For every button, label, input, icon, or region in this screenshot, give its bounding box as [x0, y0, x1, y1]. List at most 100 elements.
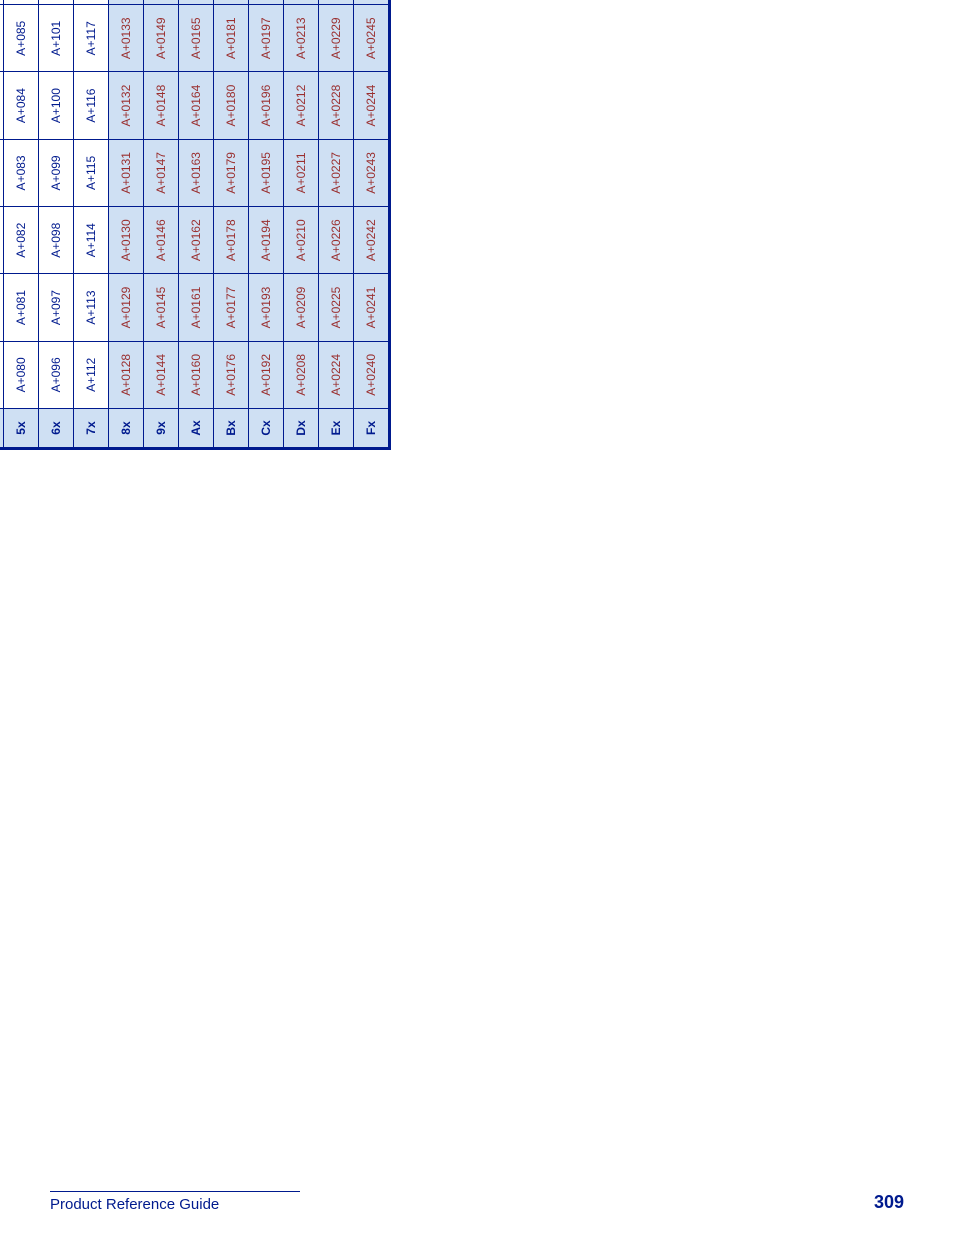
- row-header: Ax: [179, 409, 214, 449]
- cell: A+0240: [354, 341, 390, 408]
- row-header: Bx: [214, 409, 249, 449]
- cell: A+0244: [354, 72, 390, 139]
- cell: A+0226: [319, 207, 354, 274]
- cell: A+0192: [249, 341, 284, 408]
- cell: A+0165: [179, 5, 214, 72]
- cell: A+0177: [214, 274, 249, 341]
- cell: A+0229: [319, 5, 354, 72]
- data-row: 7xA+112A+113A+114A+115A+116A+117A+118A+1…: [74, 0, 109, 449]
- cell: A+0242: [354, 207, 390, 274]
- row-header: 7x: [74, 409, 109, 449]
- cell: A+0144: [144, 341, 179, 408]
- cell: A+098: [39, 207, 74, 274]
- cell: A+0212: [284, 72, 319, 139]
- cell: A+0194: [249, 207, 284, 274]
- row-header: 6x: [39, 409, 74, 449]
- cell: A+0178: [214, 207, 249, 274]
- cell: A+0132: [109, 72, 144, 139]
- cell: A+096: [39, 341, 74, 408]
- cell: A+0179: [214, 139, 249, 206]
- cell: A+0198: [249, 0, 284, 5]
- cell: A+113: [74, 274, 109, 341]
- footer-left: Product Reference Guide: [50, 1191, 300, 1213]
- cell: A+0230: [319, 0, 354, 5]
- data-row: 5xA+080A+081A+082A+083A+084A+085A+086A+0…: [4, 0, 39, 449]
- cell: A+0208: [284, 341, 319, 408]
- cell: A+0180: [214, 72, 249, 139]
- cell: A+0149: [144, 5, 179, 72]
- row-header: Ex: [319, 409, 354, 449]
- cell: A+099: [39, 139, 74, 206]
- row-header: 9x: [144, 409, 179, 449]
- footer-page-number: 309: [874, 1192, 904, 1213]
- cell: A+0210: [284, 207, 319, 274]
- cell: A+0228: [319, 72, 354, 139]
- cell: A+0245: [354, 5, 390, 72]
- cell: A+0243: [354, 139, 390, 206]
- cell: A+0214: [284, 0, 319, 5]
- cell: A+097: [39, 274, 74, 341]
- cell: A+101: [39, 5, 74, 72]
- cell: A+112: [74, 341, 109, 408]
- cell: A+0131: [109, 139, 144, 206]
- cell: A+0160: [179, 341, 214, 408]
- row-header: 8x: [109, 409, 144, 449]
- cell: A+0224: [319, 341, 354, 408]
- cell: A+081: [4, 274, 39, 341]
- cell: A+0148: [144, 72, 179, 139]
- data-row: BxA+0176A+0177A+0178A+0179A+0180A+0181A+…: [214, 0, 249, 449]
- cell: A+0163: [179, 139, 214, 206]
- data-row: CxA+0192A+0193A+0194A+0195A+0196A+0197A+…: [249, 0, 284, 449]
- cell: A+0213: [284, 5, 319, 72]
- cell: A+100: [39, 72, 74, 139]
- cell: A+0211: [284, 139, 319, 206]
- cell: A+118: [74, 0, 109, 5]
- data-row: 8xA+0128A+0129A+0130A+0131A+0132A+0133A+…: [109, 0, 144, 449]
- data-row: ExA+0224A+0225A+0226A+0227A+0228A+0229A+…: [319, 0, 354, 449]
- cell: A+0164: [179, 72, 214, 139]
- row-header: Dx: [284, 409, 319, 449]
- data-row: FxA+0240A+0241A+0242A+0243A+0244A+0245A+…: [354, 0, 390, 449]
- cell: A+0195: [249, 139, 284, 206]
- cell: A+0246: [354, 0, 390, 5]
- data-row: DxA+0208A+0209A+0210A+0211A+0212A+0213A+…: [284, 0, 319, 449]
- cell: A+080: [4, 341, 39, 408]
- data-row: AxA+0160A+0161A+0162A+0163A+0164A+0165A+…: [179, 0, 214, 449]
- cell: A+115: [74, 139, 109, 206]
- cell: A+0181: [214, 5, 249, 72]
- cell: A+0162: [179, 207, 214, 274]
- cell: A+0161: [179, 274, 214, 341]
- cell: A+0129: [109, 274, 144, 341]
- cell: A+082: [4, 207, 39, 274]
- cell: A+0133: [109, 5, 144, 72]
- cell: A+0182: [214, 0, 249, 5]
- cell: A+0241: [354, 274, 390, 341]
- data-row: 9xA+0144A+0145A+0146A+0147A+0148A+0149A+…: [144, 0, 179, 449]
- cell: A+116: [74, 72, 109, 139]
- cell: A+117: [74, 5, 109, 72]
- cell: A+114: [74, 207, 109, 274]
- cell: A+0128: [109, 341, 144, 408]
- row-header: Fx: [354, 409, 390, 449]
- cell: A+102: [39, 0, 74, 5]
- row-header: Cx: [249, 409, 284, 449]
- cell: A+0145: [144, 274, 179, 341]
- cell: A+085: [4, 5, 39, 72]
- cell: A+0146: [144, 207, 179, 274]
- cell: A+0227: [319, 139, 354, 206]
- cell: A+0150: [144, 0, 179, 5]
- cell: A+0134: [109, 0, 144, 5]
- cell: A+086: [4, 0, 39, 5]
- cell: A+083: [4, 139, 39, 206]
- cell: A+0196: [249, 72, 284, 139]
- scancode-table: x0x1x2x3x4x5X6x7x8x9xAxBxCxDxExF 0xAr↓Ar…: [0, 0, 391, 450]
- cell: A+084: [4, 72, 39, 139]
- cell: A+0193: [249, 274, 284, 341]
- row-header: 5x: [4, 409, 39, 449]
- cell: A+0130: [109, 207, 144, 274]
- cell: A+0225: [319, 274, 354, 341]
- cell: A+0147: [144, 139, 179, 206]
- data-row: 6xA+096A+097A+098A+099A+100A+101A+102A+1…: [39, 0, 74, 449]
- cell: A+0176: [214, 341, 249, 408]
- cell: A+0209: [284, 274, 319, 341]
